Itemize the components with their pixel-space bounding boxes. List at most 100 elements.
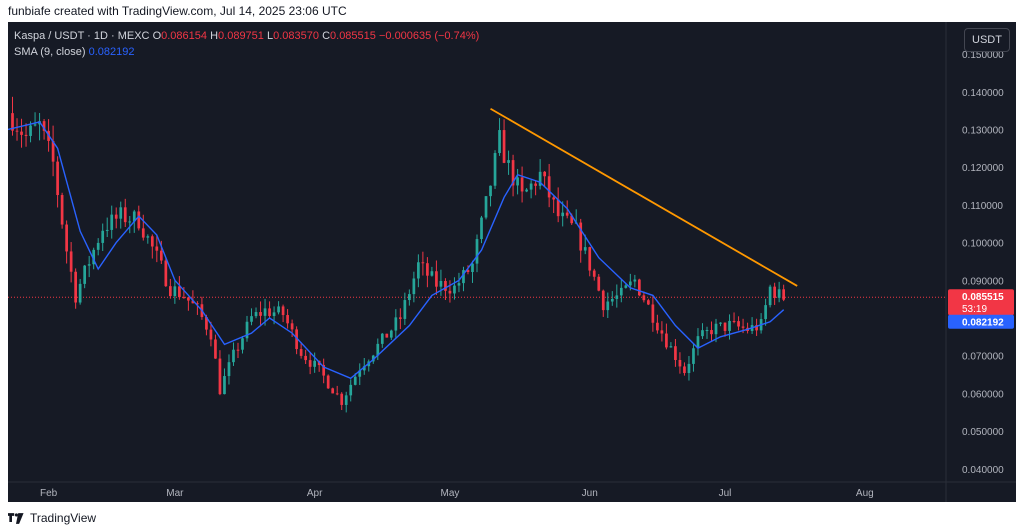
time-axis[interactable]: Feb Mar Apr May Jun Jul Aug	[8, 481, 1016, 499]
candle	[83, 265, 87, 284]
candle	[128, 221, 132, 223]
candle	[462, 270, 465, 284]
candle	[51, 140, 55, 162]
last-price-tag	[948, 289, 1014, 316]
candle	[241, 338, 244, 350]
candle	[525, 189, 528, 192]
candle	[543, 171, 546, 177]
candle	[123, 207, 127, 223]
candle	[191, 300, 195, 304]
candle	[42, 121, 46, 131]
high-label: H	[210, 30, 219, 42]
symbol-title[interactable]: Kaspa / USDT · 1D · MEXC	[14, 30, 150, 42]
candle	[480, 217, 483, 240]
candle	[159, 250, 163, 261]
candle	[453, 285, 456, 294]
candle	[223, 376, 226, 395]
candle	[245, 321, 249, 339]
price-tick-label: 0.100000	[962, 239, 1004, 250]
price-tick-label: 0.120000	[962, 163, 1004, 174]
candle	[340, 393, 344, 405]
candle	[398, 317, 402, 319]
candle	[502, 130, 506, 163]
price-tick-label: 0.040000	[962, 465, 1004, 476]
ohlc-legend[interactable]: Kaspa / USDT · 1D · MEXC O0.086154 H 0.08…	[14, 30, 479, 42]
candle	[642, 295, 646, 301]
chart-panel[interactable]: 0.150000 0.140000 0.130000 0.120000 0.110000…	[8, 22, 1016, 502]
candle	[389, 330, 393, 338]
candle	[660, 330, 664, 334]
candle	[132, 211, 136, 222]
candle	[606, 301, 610, 311]
candle	[520, 177, 524, 192]
candle	[696, 336, 700, 349]
candle	[565, 212, 569, 216]
candle	[232, 349, 235, 363]
candle	[737, 321, 740, 327]
candle	[723, 322, 727, 331]
candle	[773, 286, 776, 298]
candle	[741, 326, 745, 328]
candle	[114, 214, 118, 219]
candle	[701, 330, 704, 337]
candle	[692, 348, 695, 364]
candle	[457, 283, 461, 286]
sma-legend[interactable]: SMA (9, close) 0.082192	[14, 46, 134, 58]
candle	[227, 362, 231, 377]
price-chart[interactable]: 0.150000 0.140000 0.130000 0.120000 0.110000…	[8, 22, 1016, 502]
candle	[178, 286, 181, 298]
tradingview-brand: TradingView	[30, 511, 97, 525]
candle	[65, 224, 68, 252]
currency-button[interactable]: USDT	[964, 28, 1010, 52]
candle	[534, 183, 537, 186]
time-tick-label: Aug	[856, 488, 874, 499]
candle	[313, 360, 317, 367]
candle	[647, 300, 650, 305]
tradingview-logo-icon	[8, 512, 24, 524]
candle	[331, 388, 335, 394]
candle	[435, 271, 438, 287]
candle	[24, 134, 28, 136]
candle	[628, 281, 632, 286]
candle	[466, 270, 470, 273]
candle	[353, 376, 357, 385]
price-tick-label: 0.150000	[962, 50, 1004, 61]
candle	[268, 308, 271, 317]
candle	[385, 333, 389, 338]
price-tick-label: 0.050000	[962, 427, 1004, 438]
candle	[326, 375, 330, 389]
open-value: 0.086154	[161, 30, 208, 42]
candle	[141, 228, 145, 238]
candle	[714, 323, 718, 335]
sma-label[interactable]: SMA (9, close)	[14, 46, 86, 58]
candle	[728, 320, 731, 331]
candle	[295, 329, 298, 350]
open-label: O	[152, 30, 162, 42]
trendline[interactable]	[490, 107, 798, 287]
candle	[674, 346, 677, 361]
candle	[624, 285, 628, 288]
candle	[403, 300, 407, 319]
candle	[592, 270, 596, 277]
candle	[669, 346, 673, 348]
candle	[187, 297, 190, 301]
candle	[150, 236, 154, 247]
candle	[529, 183, 533, 190]
candle	[507, 160, 510, 163]
candle	[552, 197, 556, 200]
candle	[777, 289, 781, 298]
candle	[173, 286, 177, 297]
price-axis[interactable]: 0.150000 0.140000 0.130000 0.120000 0.110000…	[945, 22, 1004, 502]
candle	[322, 365, 326, 376]
candle	[412, 278, 416, 295]
low-value: 0.083570	[273, 30, 319, 42]
candle	[710, 330, 713, 335]
candle	[516, 177, 519, 186]
candle	[56, 161, 59, 196]
candle	[155, 246, 159, 251]
footer: TradingView	[8, 508, 96, 528]
price-tick-label: 0.060000	[962, 389, 1004, 400]
candle	[764, 305, 767, 320]
candle	[254, 312, 258, 317]
candle	[286, 315, 289, 324]
